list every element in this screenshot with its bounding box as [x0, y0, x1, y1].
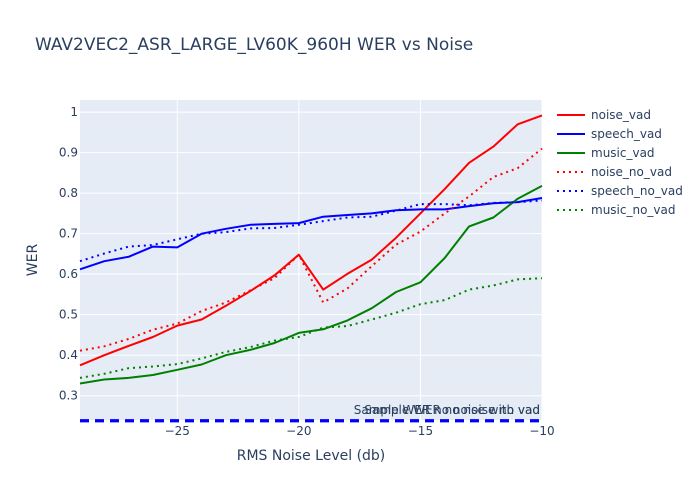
x-tick-labels: −25 −20 −15 −10: [165, 424, 555, 438]
legend-label: speech_vad: [591, 127, 662, 141]
legend-label: music_no_vad: [591, 203, 676, 217]
y-tick-label: 0.5: [59, 308, 78, 322]
y-tick-label: 0.7: [59, 227, 78, 241]
x-tick-label: −20: [286, 424, 311, 438]
legend: noise_vad speech_vad music_vad noise_no_vad…: [557, 108, 683, 217]
series-line-speech-vad: [79, 197, 543, 271]
y-tick-labels: 0.3 0.4 0.5 0.6 0.7 0.8 0.9 1: [59, 105, 78, 403]
x-tick-label: −10: [529, 424, 554, 438]
series-line-music-no-vad: [79, 277, 543, 379]
y-tick-label: 0.4: [59, 348, 78, 362]
series-lines: [79, 114, 543, 385]
y-tick-label: 0.3: [59, 389, 78, 403]
grid-lines: [80, 100, 543, 420]
plot-area: [80, 100, 542, 420]
legend-label: noise_no_vad: [591, 165, 672, 179]
y-axis-title: WER: [25, 244, 41, 277]
annotation-no-vad: Sample WER no noise no vad: [364, 403, 540, 417]
x-axis-title: RMS Noise Level (db): [237, 448, 386, 464]
legend-label: music_vad: [591, 146, 655, 160]
y-tick-label: 0.6: [59, 267, 78, 281]
x-tick-label: −25: [165, 424, 190, 438]
legend-label: speech_no_vad: [591, 184, 683, 198]
legend-label: noise_vad: [591, 108, 651, 122]
chart-title: WAV2VEC2_ASR_LARGE_LV60K_960H WER vs Noi…: [35, 35, 473, 55]
x-tick-label: −15: [408, 424, 433, 438]
series-line-speech-no-vad: [79, 199, 543, 263]
series-line-music-vad: [79, 185, 543, 385]
series-line-noise-vad: [79, 114, 543, 367]
y-tick-label: 0.9: [59, 146, 78, 160]
annotation-with-vad: Sample WER no noise with vad: [354, 403, 540, 417]
y-tick-label: 1: [70, 105, 78, 119]
y-tick-label: 0.8: [59, 186, 78, 200]
